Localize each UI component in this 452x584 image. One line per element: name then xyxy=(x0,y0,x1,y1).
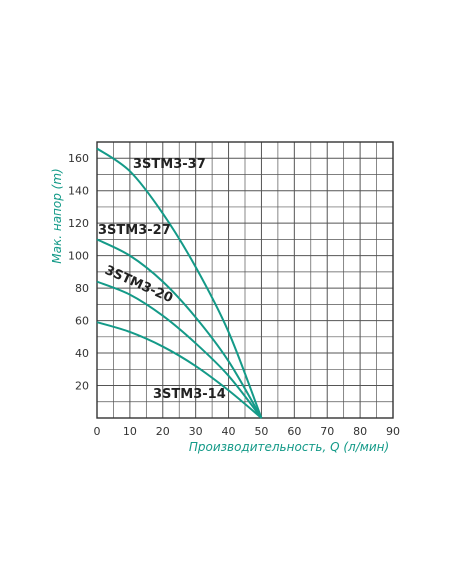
curves xyxy=(96,147,263,419)
x-tick-label: 40 xyxy=(222,425,236,438)
y-tick-label: 100 xyxy=(68,250,89,263)
y-tick-label: 160 xyxy=(68,152,89,165)
x-tick-label: 10 xyxy=(123,425,137,438)
y-axis-title: Мак. напор (m) xyxy=(50,168,64,263)
plot-frame xyxy=(96,141,394,419)
y-tick-label: 20 xyxy=(75,380,89,393)
series-line xyxy=(96,147,263,419)
x-tick-label: 50 xyxy=(254,425,268,438)
x-axis-title: Производительность, Q (л/мин) xyxy=(189,440,389,454)
x-tick-label: 80 xyxy=(353,425,367,438)
grid xyxy=(96,141,394,419)
series-label: 3STM3-37 xyxy=(133,157,206,172)
series-label: 3STM3-27 xyxy=(98,223,171,238)
series-label: 3STM3-14 xyxy=(153,387,226,402)
x-tick-label: 20 xyxy=(156,425,170,438)
y-tick-label: 140 xyxy=(68,185,89,198)
tick-labels: 0 10 20 30 40 50 60 70 80 90 20 40 60 80 100 120 140 160 xyxy=(68,152,400,438)
y-tick-label: 120 xyxy=(68,217,89,230)
series-line xyxy=(96,238,263,419)
x-tick-label: 90 xyxy=(386,425,400,438)
x-tick-label: 70 xyxy=(320,425,334,438)
x-tick-label: 60 xyxy=(287,425,301,438)
series-line xyxy=(96,321,263,419)
x-tick-label: 30 xyxy=(189,425,203,438)
series-line xyxy=(96,280,263,419)
y-tick-label: 60 xyxy=(75,315,89,328)
y-tick-label: 40 xyxy=(75,347,89,360)
x-tick-label: 0 xyxy=(94,425,101,438)
y-tick-label: 80 xyxy=(75,282,89,295)
